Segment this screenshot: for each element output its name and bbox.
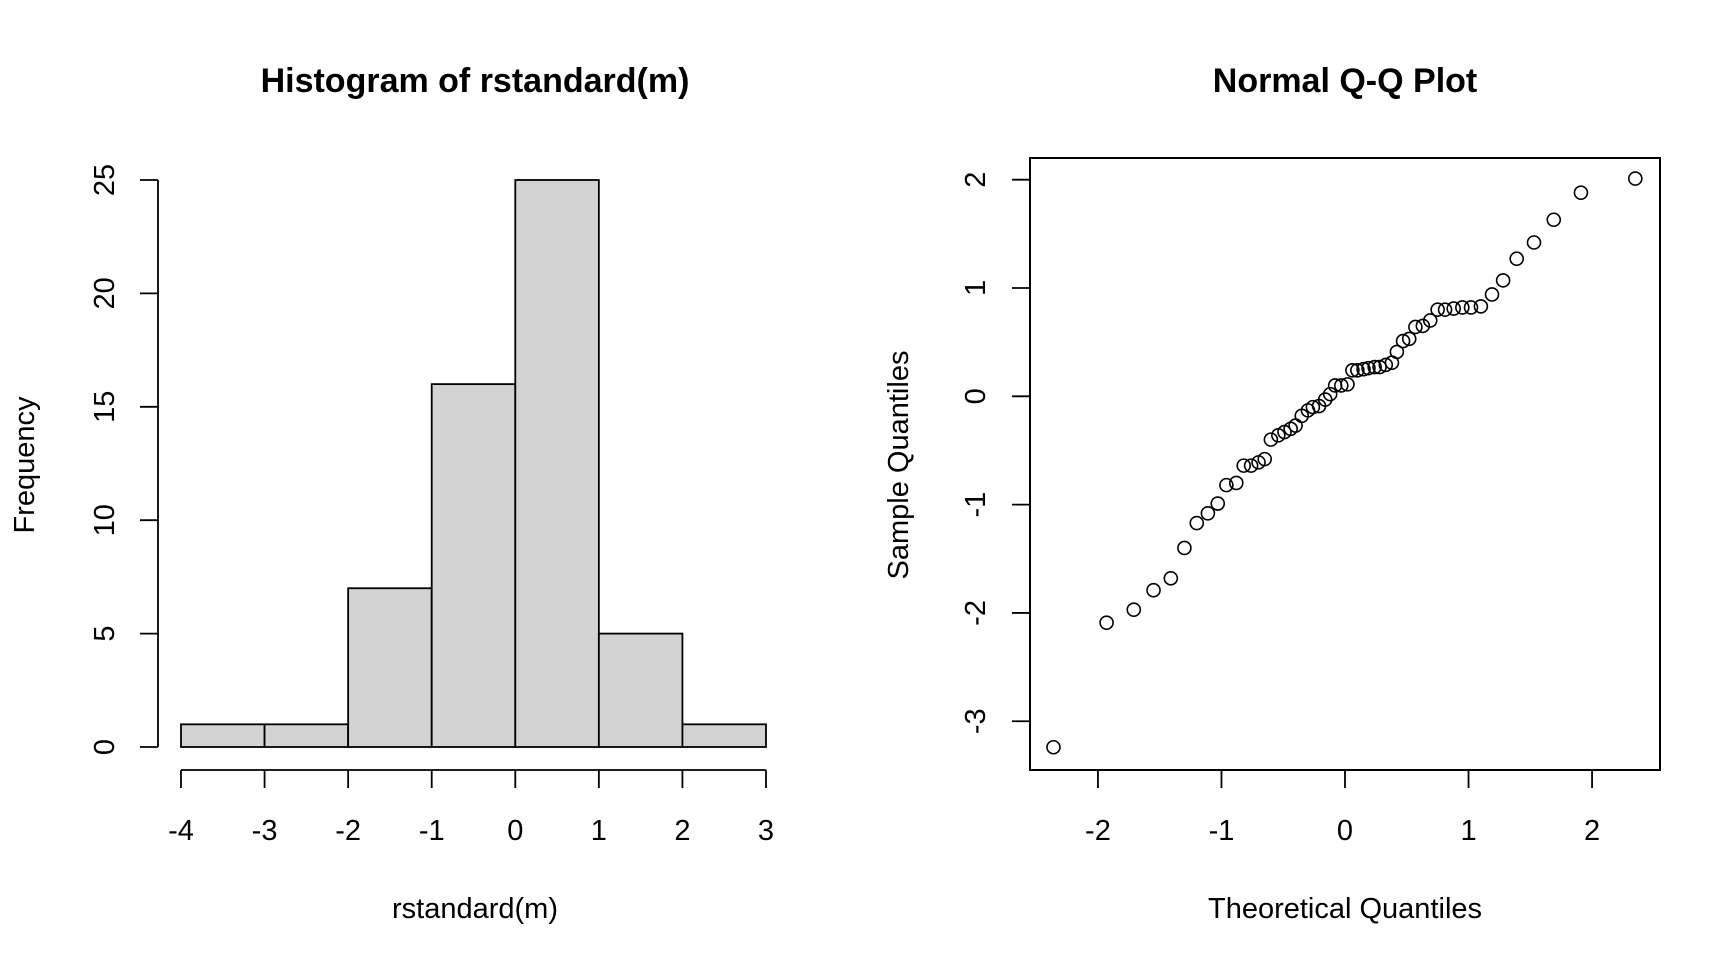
histogram-panel: Histogram of rstandard(m) rstandard(m) F… (9, 62, 774, 925)
histogram-y-tick-label: 10 (89, 504, 121, 536)
qq-points (1046, 171, 1643, 755)
histogram-y-tick-label: 20 (89, 277, 121, 309)
qq-point (1389, 344, 1405, 360)
qq-point (1345, 363, 1360, 378)
qq-point (1322, 386, 1338, 402)
qq-point (1046, 739, 1061, 755)
qq-y-tick-label: -3 (960, 708, 992, 734)
qq-point (1126, 602, 1142, 617)
histogram-x-tick-label: 0 (507, 815, 523, 847)
qq-point (1305, 399, 1321, 415)
qq-x-tick-label: 1 (1460, 815, 1476, 847)
histogram-bar (347, 587, 433, 748)
qq-x-axis: -2 -1 0 1 2 (1085, 770, 1600, 847)
qq-point (1463, 300, 1479, 315)
qq-point (1146, 582, 1161, 598)
qq-panel: Normal Q-Q Plot Theoretical Quantiles Sa… (883, 62, 1661, 925)
qq-point (1546, 212, 1562, 228)
qq-title: Normal Q-Q Plot (1213, 62, 1477, 100)
qq-point (1455, 300, 1470, 315)
histogram-title: Histogram of rstandard(m) (261, 62, 690, 100)
histogram-bar (597, 632, 684, 748)
qq-point (1473, 299, 1489, 314)
qq-point (1333, 378, 1349, 393)
qq-point (1378, 357, 1394, 373)
histogram-x-tick-label: 3 (758, 815, 774, 847)
qq-point (1210, 496, 1226, 511)
qq-point (1340, 377, 1355, 392)
qq-point (1243, 458, 1259, 473)
qq-y-axis: -3 -2 -1 0 1 2 (960, 172, 1030, 734)
histogram-bars (180, 179, 767, 748)
qq-x-tick-label: -2 (1085, 815, 1111, 847)
qq-point (1163, 570, 1179, 586)
histogram-ylabel: Frequency (9, 396, 41, 534)
histogram-x-tick-label: 1 (591, 815, 607, 847)
qq-y-tick-label: -1 (960, 492, 992, 518)
qq-point (1484, 287, 1500, 302)
qq-point (1263, 432, 1279, 447)
qq-point (1317, 392, 1333, 407)
qq-y-tick-label: 2 (960, 172, 992, 188)
histogram-x-tick-label: -2 (335, 815, 361, 847)
histogram-y-tick-label: 5 (89, 626, 121, 642)
qq-point (1228, 475, 1244, 491)
qq-x-tick-label: 2 (1584, 815, 1600, 847)
qq-point (1422, 313, 1438, 328)
qq-point (1526, 235, 1542, 250)
qq-point (1415, 318, 1431, 334)
qq-y-tick-label: 0 (960, 388, 992, 404)
histogram-y-tick-label: 0 (89, 739, 121, 755)
histogram-x-tick-label: -1 (419, 815, 445, 847)
qq-x-tick-label: -1 (1209, 815, 1235, 847)
histogram-bar (681, 723, 767, 748)
qq-point (1099, 615, 1114, 630)
qq-point (1430, 302, 1445, 317)
qq-point (1361, 360, 1376, 376)
qq-y-tick-label: 1 (960, 280, 992, 296)
qq-point (1408, 319, 1423, 335)
qq-point (1573, 185, 1589, 200)
qq-point (1495, 273, 1511, 288)
histogram-bar (180, 723, 266, 748)
qq-point (1189, 515, 1205, 531)
histogram-x-axis: -4 -3 -2 -1 0 1 2 3 (168, 769, 774, 847)
histogram-bar (430, 383, 517, 748)
qq-point (1219, 477, 1234, 493)
qq-point (1446, 301, 1462, 316)
qq-point (1395, 333, 1411, 349)
histogram-x-tick-label: -3 (252, 815, 278, 847)
histogram-bar (263, 723, 350, 748)
qq-point (1177, 540, 1192, 556)
qq-x-tick-label: 0 (1337, 815, 1353, 847)
qq-point (1350, 363, 1365, 378)
qq-point (1367, 359, 1382, 375)
histogram-y-tick-label: 15 (89, 391, 121, 423)
histogram-y-axis: 0 5 10 15 20 25 (89, 164, 159, 755)
qq-xlabel: Theoretical Quantiles (1208, 893, 1482, 925)
histogram-x-tick-label: 2 (674, 815, 690, 847)
qq-point (1437, 302, 1453, 317)
qq-point (1356, 361, 1371, 377)
qq-y-tick-label: -2 (960, 600, 992, 626)
qq-point (1627, 171, 1643, 186)
qq-plot-frame (1029, 157, 1661, 771)
histogram-x-tick-label: -4 (168, 815, 194, 847)
histogram-bar (514, 179, 600, 748)
qq-point (1236, 458, 1252, 473)
histogram-xlabel: rstandard(m) (392, 893, 558, 925)
qq-point (1401, 331, 1417, 347)
qq-ylabel: Sample Quantiles (883, 351, 915, 580)
qq-point (1257, 451, 1273, 467)
qq-point (1509, 251, 1525, 267)
qq-point (1200, 505, 1216, 521)
histogram-y-tick-label: 25 (89, 164, 121, 196)
